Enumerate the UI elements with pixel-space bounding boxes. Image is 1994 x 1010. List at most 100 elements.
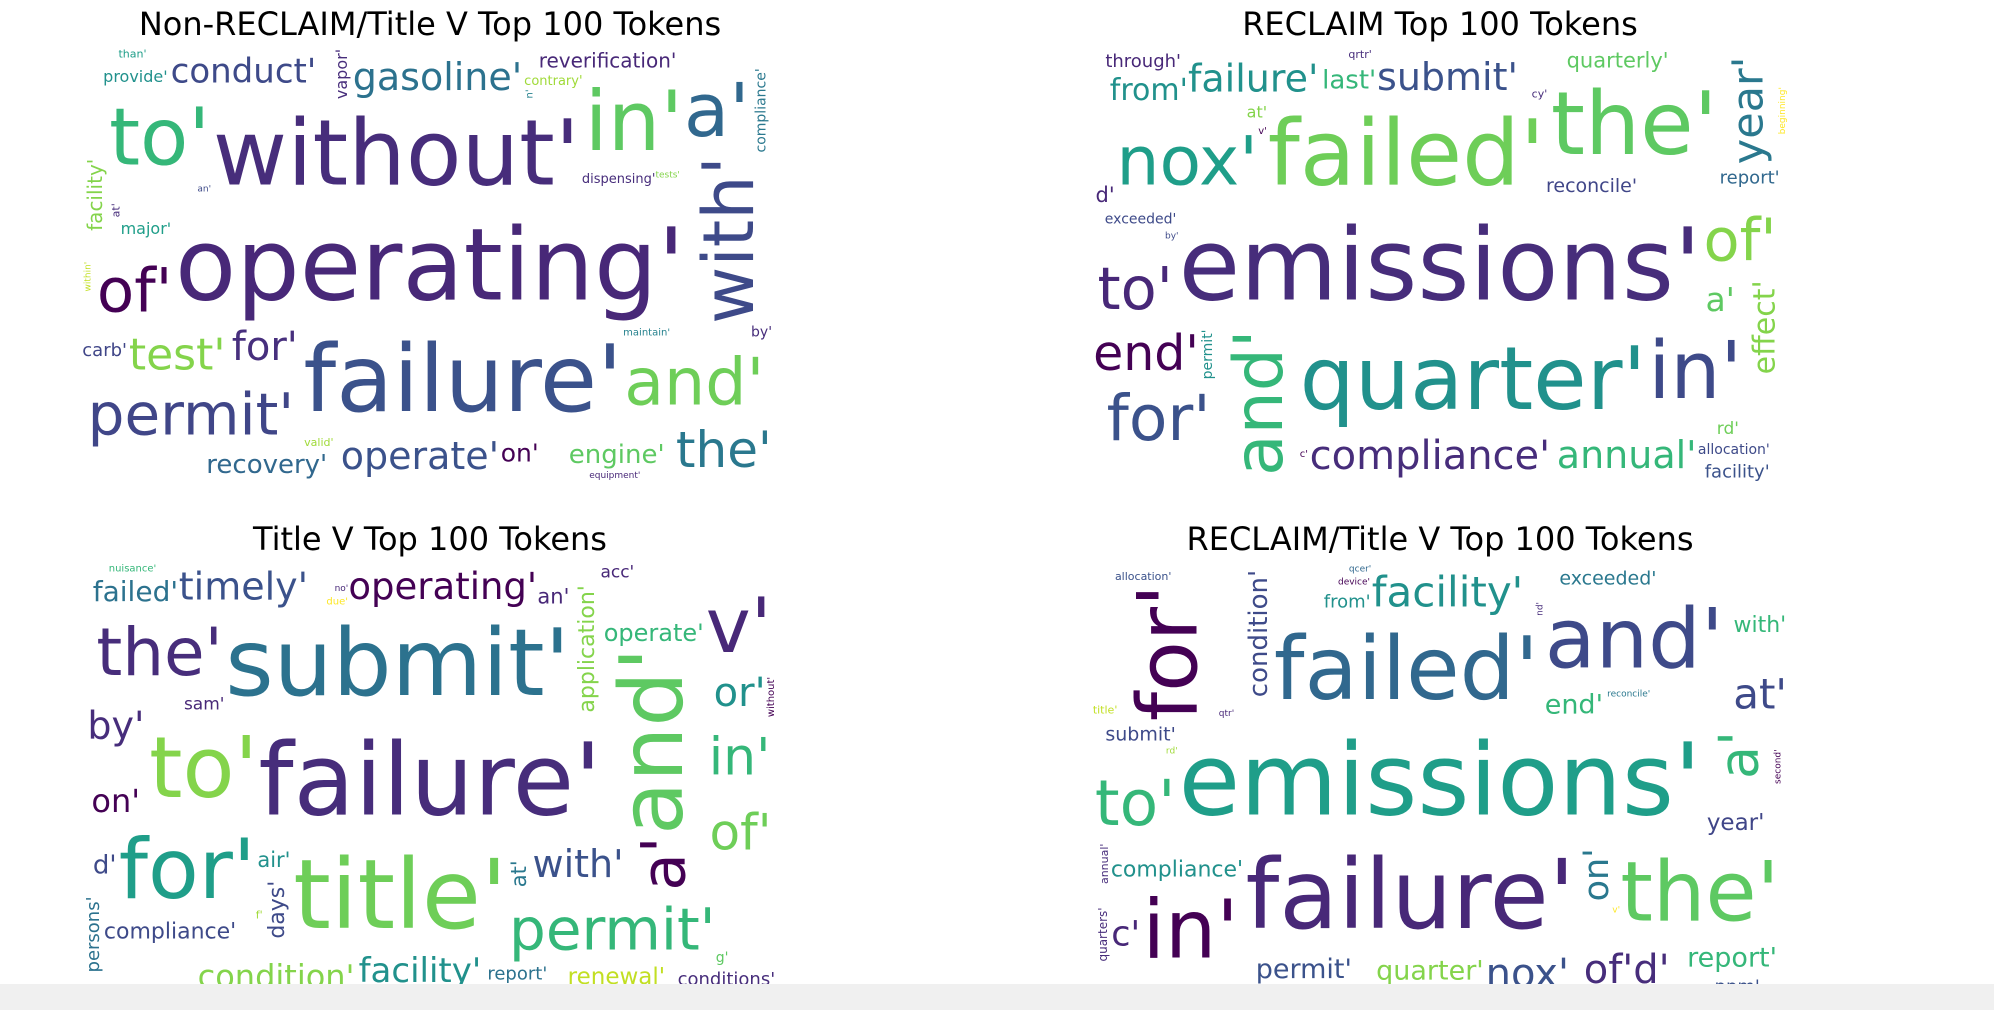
cloud-word: quarters' [1096,907,1110,961]
cloud-word: at' [1247,103,1267,122]
cloud-word: permit' [88,380,295,448]
word-cloud: emissions'failed' quarter' the' and' nox' in'… [1093,48,1788,483]
cloud-word: and' [601,647,703,835]
cloud-word: cy' [1532,87,1548,100]
cloud-word: within' [84,262,94,292]
cloud-word: on' [91,782,140,820]
cloud-word: tests' [655,170,679,180]
cloud-word: nox' [1116,122,1258,201]
cloud-word: for' [1107,382,1211,455]
cloud-word: facility' [1705,462,1770,483]
panel-title: RECLAIM/Title V Top 100 Tokens [1186,520,1694,558]
cloud-word: quarter' [1376,955,1484,986]
cloud-word: by' [87,703,144,747]
cloud-word: in' [1648,325,1742,417]
cloud-word: major' [121,219,172,238]
cloud-word: at' [1733,670,1787,719]
cloud-word: emissions' [1179,207,1702,324]
cloud-word: allocation' [1698,442,1770,458]
cloud-word: v' [1612,906,1620,916]
cloud-word: without' [766,677,777,717]
cloud-word: end' [1093,325,1199,382]
cloud-word: emissions' [1179,722,1702,839]
cloud-word: operate' [341,434,499,478]
cloud-word: to' [1097,254,1172,323]
cloud-word: permit' [1200,329,1216,379]
panel-title-v: Title V Top 100 Tokens failure' title' sub… [80,520,780,1000]
cloud-word: to' [109,92,210,184]
cloud-word: timely' [179,565,308,609]
cloud-word: failed' [93,575,178,608]
cloud-word: operate' [604,619,704,647]
cloud-word: acc' [600,562,634,582]
cloud-word: engine' [569,440,665,470]
cloud-word: submit' [1105,724,1175,746]
cloud-word: rd' [1166,747,1178,757]
cloud-word: qrtr' [1348,48,1371,61]
cloud-word: title' [1093,703,1118,716]
cloud-word: annual' [1098,844,1111,884]
cloud-word: submit' [225,609,570,717]
cloud-word: in' [709,728,771,788]
cloud-word: failure' [258,722,601,839]
cloud-word: condition' [1244,570,1274,697]
cloud-word: submit' [1377,55,1518,99]
word-cloud: operating'failure' without' permit' with'in… [82,48,772,481]
cloud-word: facility' [1372,567,1524,616]
cloud-word: a' [684,68,750,154]
cloud-word: permit' [1256,954,1352,985]
cloud-word: an' [537,585,569,609]
cloud-word: operating' [175,207,685,324]
cloud-word: and' [1220,329,1299,476]
cloud-word: quarterly' [1567,48,1669,72]
cloud-word: the' [1620,843,1779,940]
cloud-word: contrary' [524,74,582,89]
panel-title: RECLAIM Top 100 Tokens [1242,5,1638,43]
cloud-word: g' [716,950,729,966]
cloud-word: from' [1110,73,1188,108]
cloud-word: on' [1577,848,1617,901]
cloud-word: compliance' [104,919,236,944]
word-cloud: failure'title' submit' permit' and' to'for' t… [83,562,777,995]
cloud-word: the' [1551,73,1718,175]
cloud-word: conduct' [171,52,317,92]
cloud-word: at' [507,860,531,887]
panel-reclaim: RECLAIM Top 100 Tokens emissions' failed'… [1090,5,1790,485]
cloud-word: d' [1096,183,1115,207]
cloud-word: for' [119,821,256,918]
cloud-word: failure' [1245,839,1575,951]
cloud-word: last' [1322,65,1376,95]
cloud-word: a' [628,836,699,890]
cloud-word: compliance' [754,68,770,152]
cloud-word: failure' [303,325,622,433]
cloud-word: recovery' [206,450,327,480]
cloud-word: of' [1704,206,1777,275]
cloud-word: failed' [1268,101,1545,206]
cloud-word: or' [714,670,766,716]
cloud-word: nuisance' [109,564,157,575]
cloud-word: qcer' [1349,565,1371,575]
cloud-word: and' [1545,590,1724,687]
cloud-word: annual' [1557,433,1697,477]
cloud-word: failure' [1188,56,1318,100]
cloud-word: no' [335,584,349,594]
cloud-word: rd' [1717,419,1739,439]
cloud-word: for' [232,324,298,370]
cloud-word: in' [585,73,683,170]
cloud-word: to' [1095,767,1176,840]
panel-title: Title V Top 100 Tokens [253,520,607,558]
cloud-word: to' [149,719,258,818]
cloud-word: compliance' [1111,857,1243,882]
cloud-word: provide' [103,67,167,86]
cloud-word: year' [1724,56,1774,164]
cloud-word: by' [1165,232,1179,242]
cloud-word: the' [96,614,222,691]
cloud-word: with' [1733,613,1786,638]
cloud-word: on' [501,438,539,467]
cloud-word: air' [257,848,290,872]
bottom-strip [0,984,1994,1010]
cloud-word: days' [265,881,290,939]
cloud-word: an' [197,184,211,194]
cloud-word: report' [1720,167,1780,188]
cloud-word: v' [1258,126,1267,137]
